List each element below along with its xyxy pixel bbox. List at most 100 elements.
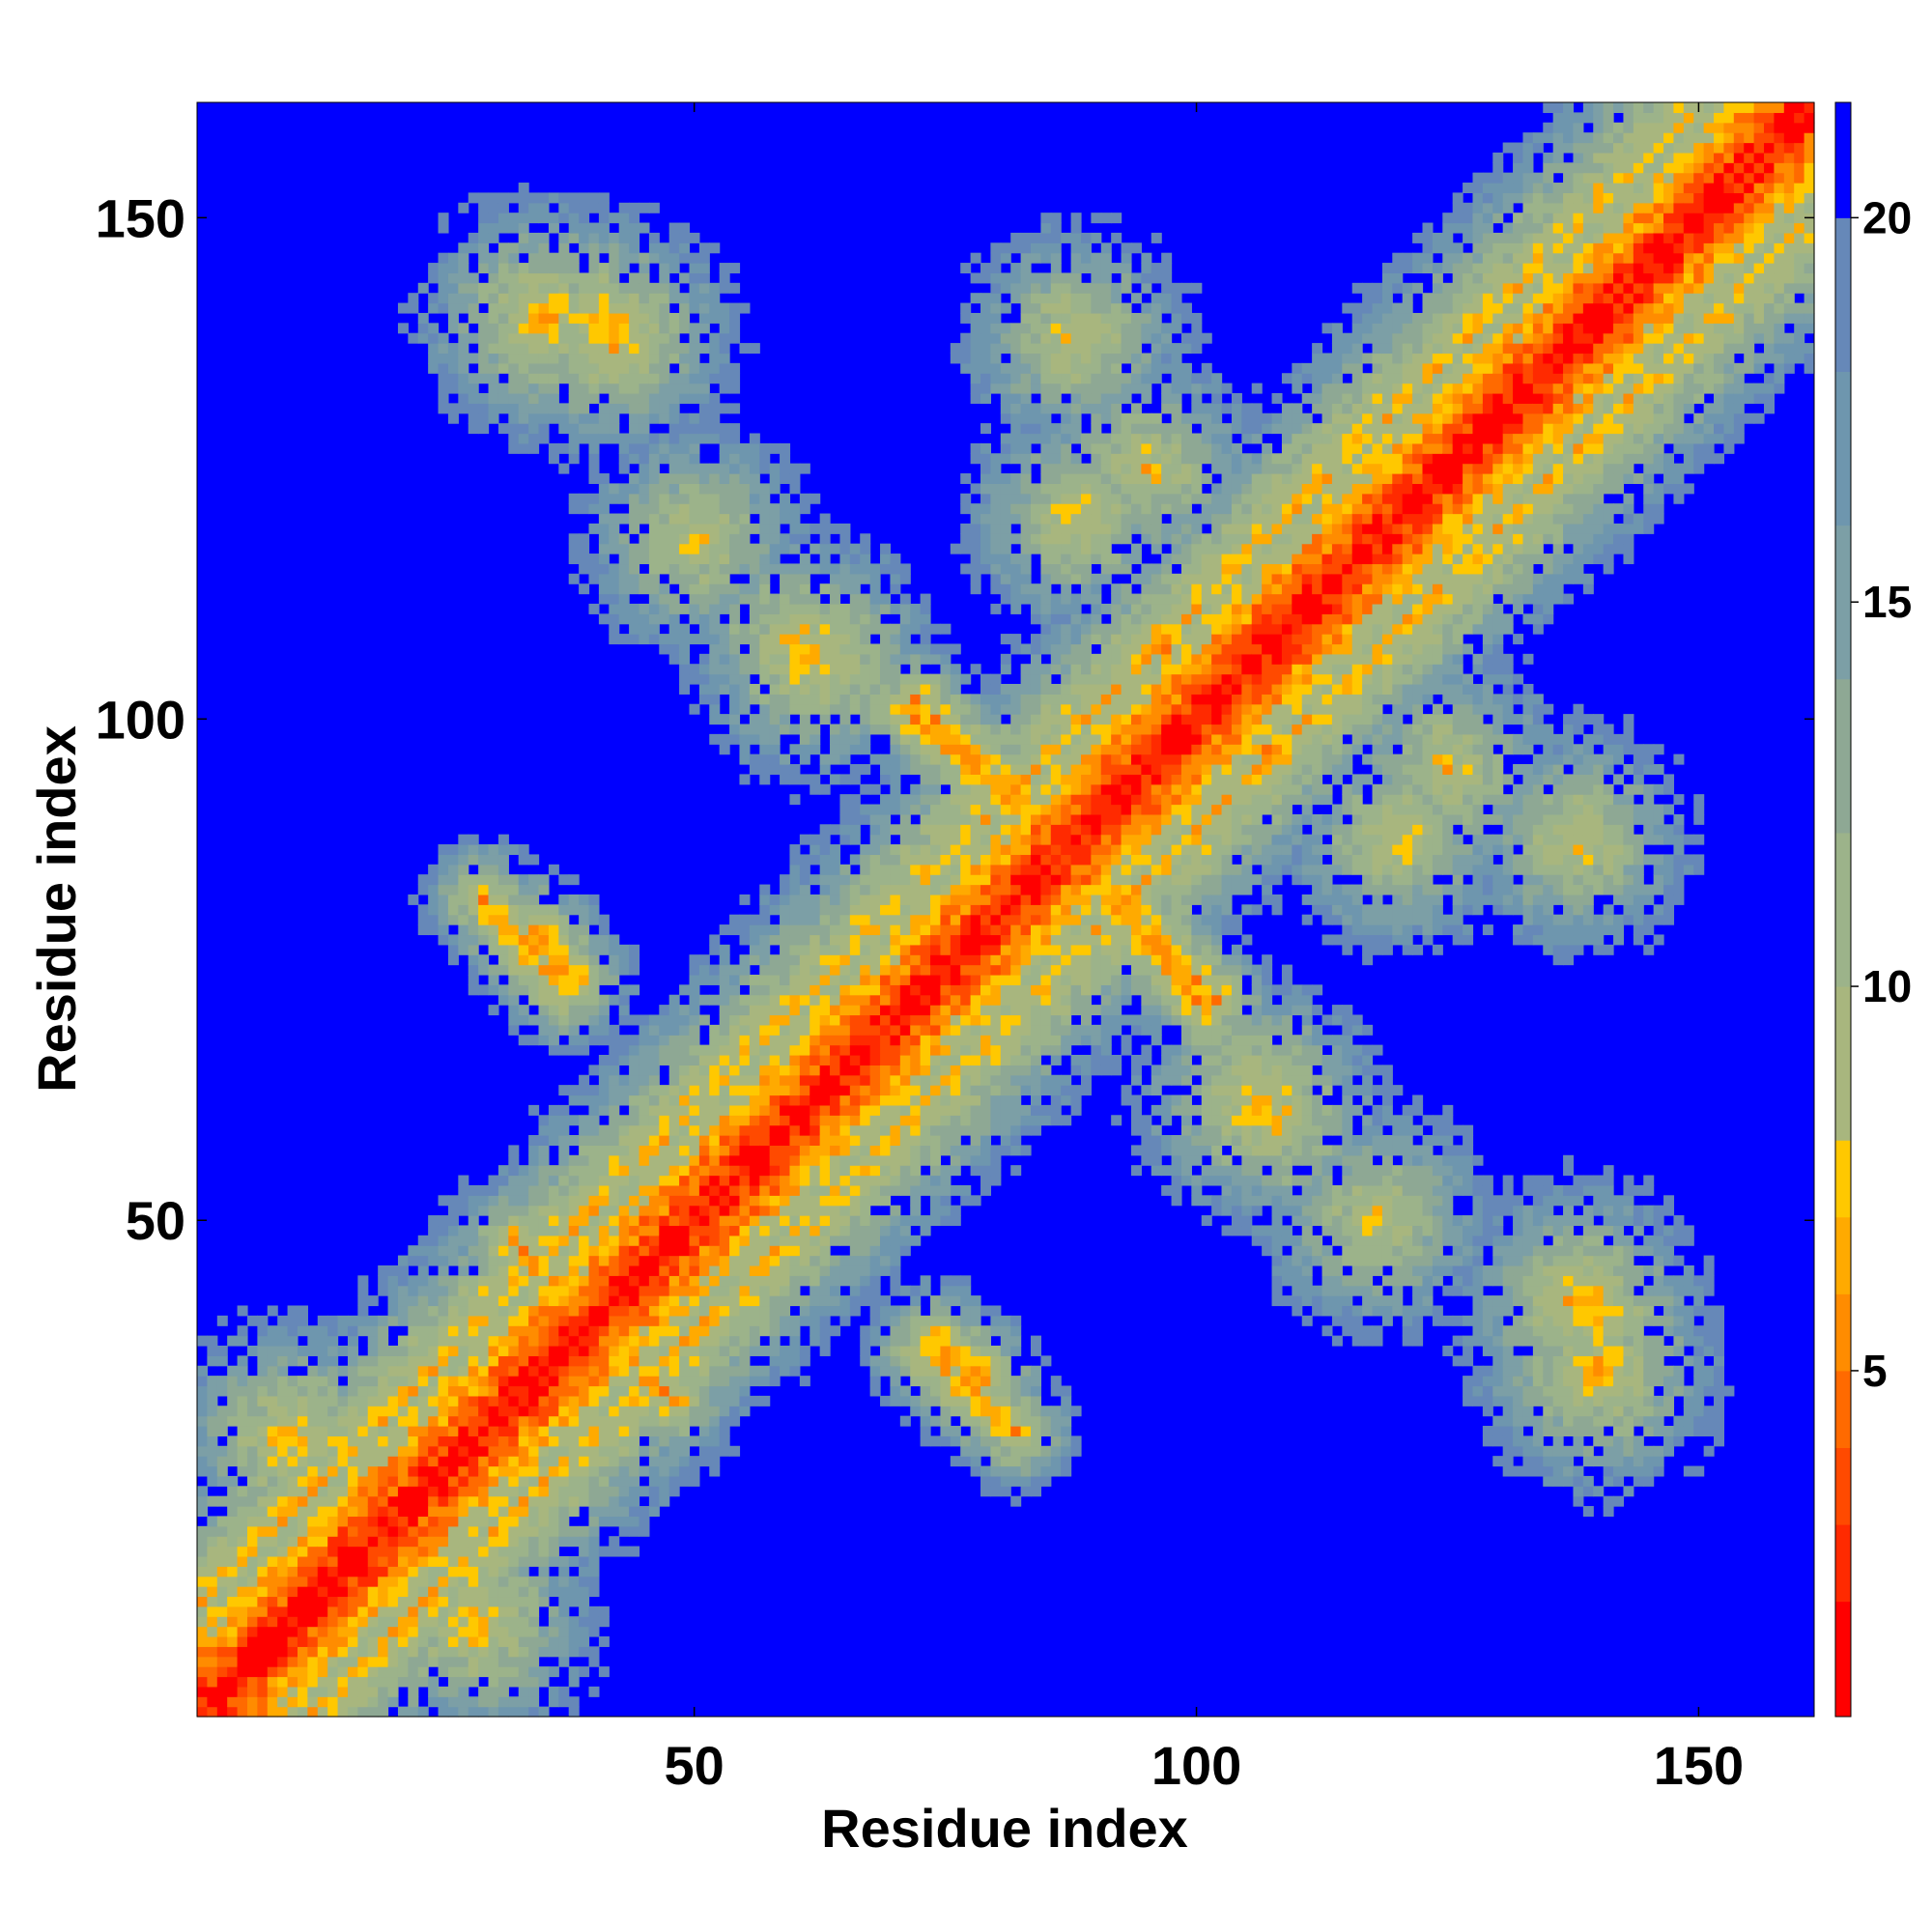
heatmap-cell [899,934,911,946]
heatmap-cell [497,1445,509,1457]
heatmap-cell [568,1506,580,1518]
heatmap-cell [207,1605,218,1617]
heatmap-cell [679,473,691,484]
heatmap-cell [880,1225,892,1236]
heatmap-cell [237,1516,248,1527]
heatmap-cell [849,1024,861,1036]
heatmap-cell [639,513,650,525]
heatmap-cell [558,1385,570,1397]
heatmap-cell [698,1335,710,1347]
heatmap-cell [639,1235,650,1246]
heatmap-cell [679,362,691,374]
heatmap-cell [428,1456,440,1467]
heatmap-cell [447,1385,459,1397]
heatmap-cell [408,1586,419,1598]
heatmap-cell [548,343,559,355]
heatmap-cell [609,1225,620,1236]
heatmap-cell [648,1115,660,1126]
heatmap-cell [869,714,881,725]
heatmap-cell [849,964,861,976]
heatmap-cell [890,1175,901,1186]
heatmap-cell [579,1094,590,1106]
heatmap-cell [849,703,861,715]
heatmap-cell [387,1686,399,1697]
heatmap-cell [337,1516,349,1527]
heatmap-cell [769,724,781,735]
heatmap-cell [548,263,559,274]
heatmap-cell [327,1385,339,1397]
heatmap-cell [609,523,620,534]
heatmap-cell [810,854,821,866]
heatmap-cell [568,874,580,886]
heatmap-cell [568,1395,580,1406]
heatmap-cell [729,312,741,324]
heatmap-cell [679,1175,691,1186]
heatmap-cell [558,1586,570,1598]
heatmap-cell [780,1175,791,1186]
heatmap-cell [799,1104,810,1116]
heatmap-cell [518,1555,529,1567]
heatmap-cell [769,483,781,495]
heatmap-cell [849,1074,861,1086]
heatmap-cell [659,442,670,454]
heatmap-cell [538,1646,550,1658]
heatmap-cell [769,954,781,966]
heatmap-cell [538,974,550,985]
heatmap-cell [257,1706,269,1718]
heatmap-cell [648,1255,660,1266]
heatmap-cell [397,1525,409,1537]
heatmap-cell [397,1506,409,1518]
heatmap-cell [749,1145,760,1156]
heatmap-cell [497,293,509,304]
heatmap-cell [739,1005,751,1016]
heatmap-cell [558,1305,570,1317]
heatmap-cell [729,603,741,614]
heatmap-cell [639,1395,650,1406]
heatmap-cell [267,1555,278,1567]
heatmap-cell [799,1065,810,1076]
heatmap-cell [468,1706,479,1718]
heatmap-cell [609,383,620,394]
heatmap-cell [698,1275,710,1287]
heatmap-cell [830,1225,841,1236]
heatmap-cell [327,1435,339,1447]
heatmap-cell [749,1115,760,1126]
heatmap-cell [739,583,751,595]
heatmap-cell [297,1516,308,1527]
heatmap-cell [508,293,520,304]
heatmap-cell [237,1335,248,1347]
heatmap-cell [609,1115,620,1126]
heatmap-cell [197,1495,208,1507]
heatmap-cell [588,242,600,254]
heatmap-cell [528,974,540,985]
heatmap-cell [216,1566,228,1577]
heatmap-cell [417,1475,429,1487]
heatmap-cell [679,323,691,334]
heatmap-cell [357,1315,369,1326]
heatmap-cell [207,1666,218,1678]
heatmap-cell [558,242,570,254]
heatmap-cell [709,554,721,565]
heatmap-cell [860,804,871,815]
heatmap-cell [689,272,700,284]
heatmap-cell [789,1245,801,1257]
heatmap-cell [780,964,791,976]
heatmap-cell [819,1245,831,1257]
heatmap-cell [890,1085,901,1096]
heatmap-cell [609,1385,620,1397]
heatmap-cell [810,1014,821,1026]
heatmap-cell [207,1576,218,1587]
heatmap-cell [327,1706,339,1718]
heatmap-cell [698,1124,710,1136]
heatmap-cell [297,1576,308,1587]
heatmap-cell [799,703,810,715]
heatmap-cell [719,683,730,695]
heatmap-cell [538,383,550,394]
heatmap-cell [880,673,892,685]
heatmap-cell [799,653,810,665]
heatmap-cell [860,683,871,695]
heatmap-cell [739,1074,751,1086]
heatmap-cell [458,1475,469,1487]
heatmap-cell [408,1596,419,1607]
heatmap-cell [659,473,670,484]
